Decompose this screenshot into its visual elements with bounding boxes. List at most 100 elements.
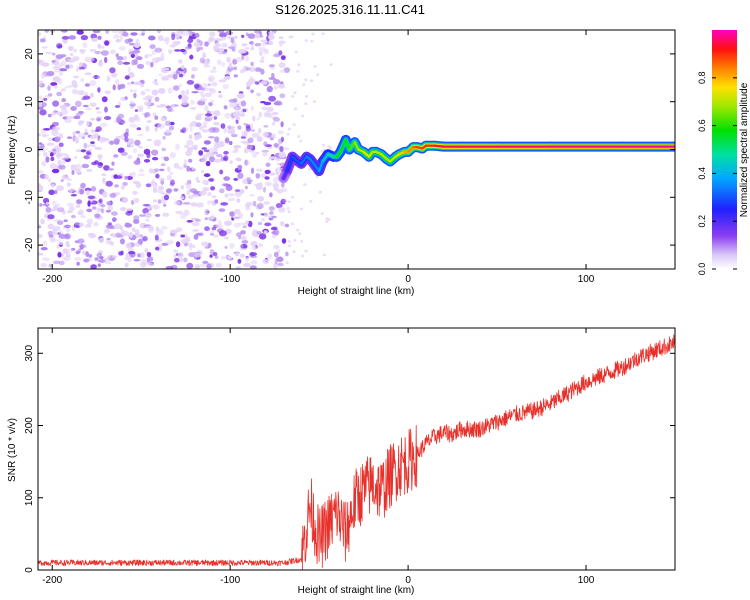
noise-speckle (245, 67, 251, 71)
noise-speckle (122, 197, 129, 203)
noise-speckle (137, 145, 144, 149)
noise-speckle (204, 87, 211, 91)
noise-speckle (294, 50, 298, 54)
noise-speckle (210, 99, 215, 103)
noise-speckle (138, 33, 142, 36)
noise-speckle (124, 96, 128, 100)
noise-speckle (155, 226, 159, 230)
noise-speckle (159, 177, 166, 181)
noise-speckle (318, 190, 322, 194)
noise-speckle (90, 92, 94, 98)
noise-speckle (258, 243, 263, 248)
noise-speckle (48, 234, 54, 238)
noise-speckle (223, 127, 227, 134)
noise-speckle (151, 157, 159, 161)
noise-speckle (86, 168, 93, 172)
noise-speckle (120, 120, 126, 124)
noise-speckle (254, 33, 261, 39)
noise-speckle (94, 257, 99, 260)
noise-speckle (53, 260, 61, 265)
noise-speckle (240, 235, 247, 241)
noise-speckle (101, 96, 108, 103)
noise-speckle (250, 241, 258, 247)
noise-speckle (273, 85, 278, 90)
noise-speckle (151, 149, 159, 156)
noise-speckle (45, 51, 53, 55)
noise-speckle (198, 150, 204, 156)
noise-speckle (63, 219, 68, 222)
noise-speckle (192, 244, 196, 249)
noise-speckle (236, 93, 245, 99)
noise-speckle (41, 160, 47, 167)
noise-speckle (133, 160, 141, 165)
noise-speckle (91, 37, 98, 42)
noise-speckle (163, 203, 167, 207)
noise-speckle (244, 185, 248, 190)
noise-speckle (90, 129, 96, 133)
signal-track-segment (321, 153, 330, 163)
noise-speckle (249, 194, 255, 197)
noise-speckle (223, 176, 231, 181)
noise-speckle (39, 82, 43, 86)
noise-speckle (287, 200, 291, 204)
noise-speckle (92, 30, 101, 34)
noise-speckle (84, 56, 93, 63)
noise-speckle (60, 179, 64, 182)
noise-speckle (87, 232, 96, 237)
noise-speckle (188, 158, 193, 163)
noise-speckle (223, 150, 229, 155)
noise-speckle (38, 32, 42, 36)
noise-speckle (119, 34, 124, 41)
noise-speckle (223, 157, 227, 161)
noise-speckle (260, 56, 265, 60)
noise-speckle (145, 225, 153, 229)
noise-speckle (100, 208, 105, 214)
noise-speckle (273, 186, 279, 192)
noise-speckle (109, 67, 116, 74)
noise-speckle (265, 162, 271, 167)
noise-speckle (56, 207, 65, 213)
noise-speckle (263, 201, 270, 205)
noise-speckle (273, 143, 279, 148)
noise-speckle (171, 104, 175, 108)
noise-speckle (90, 144, 97, 148)
noise-speckle (103, 258, 110, 261)
noise-speckle (277, 262, 284, 267)
noise-speckle (204, 226, 210, 232)
noise-speckle (60, 54, 67, 58)
noise-speckle (309, 199, 313, 203)
noise-speckle (242, 225, 247, 229)
noise-speckle (275, 172, 280, 176)
noise-speckle (191, 167, 196, 171)
noise-speckle (188, 123, 193, 127)
noise-speckle (297, 63, 301, 67)
noise-speckle (137, 238, 143, 245)
noise-speckle (80, 182, 86, 189)
noise-speckle (172, 85, 180, 91)
noise-speckle (181, 95, 189, 102)
noise-speckle (220, 202, 229, 206)
noise-speckle (124, 223, 133, 228)
noise-speckle (72, 131, 76, 137)
noise-speckle (287, 240, 291, 243)
noise-speckle (301, 114, 305, 118)
noise-speckle (84, 72, 92, 76)
noise-speckle (299, 207, 303, 211)
noise-speckle (80, 149, 87, 153)
noise-speckle (90, 33, 98, 40)
noise-speckle (287, 210, 291, 214)
noise-speckle (106, 201, 112, 206)
signal-track-segment (300, 155, 308, 165)
noise-speckle (187, 30, 191, 33)
noise-speckle (278, 151, 287, 159)
snr-y-axis: 0 100 200 300 (24, 345, 675, 573)
noise-speckle (62, 248, 69, 255)
noise-speckle (271, 215, 277, 219)
noise-speckle (147, 262, 154, 267)
noise-speckle (305, 95, 309, 98)
noise-speckle (195, 122, 202, 128)
colorbar-tick-label: 0.2 (697, 215, 707, 228)
noise-speckle (210, 215, 215, 220)
noise-speckle (264, 111, 271, 117)
noise-speckle (85, 251, 89, 257)
